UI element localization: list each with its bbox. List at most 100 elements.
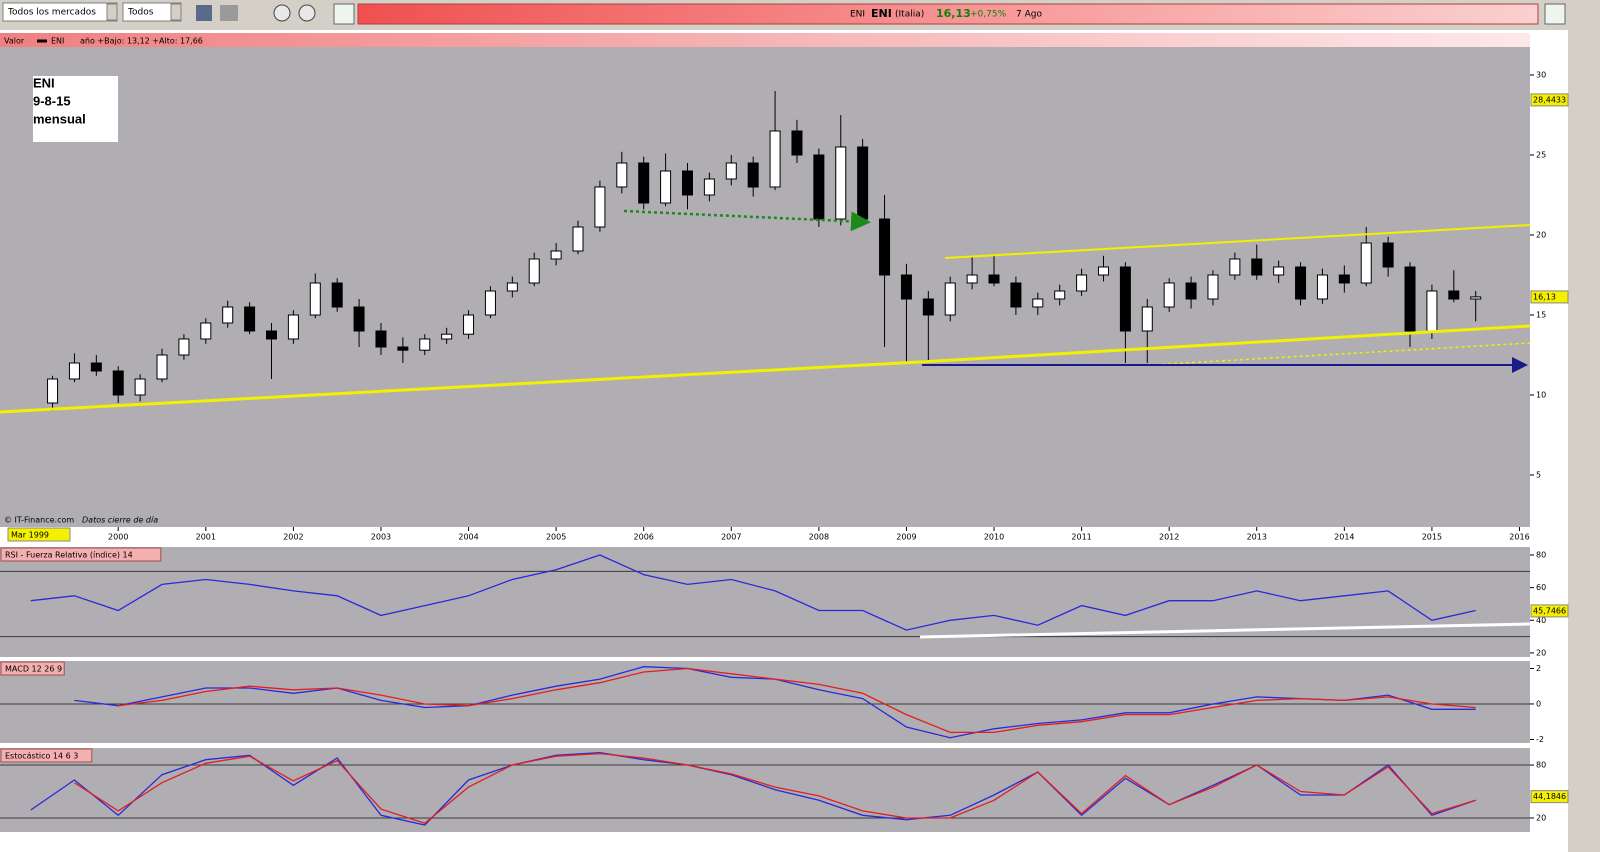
candle-body (572, 226, 584, 252)
y-tick-label: -2 (1536, 735, 1544, 744)
x-tick-label: 2010 (984, 533, 1004, 542)
y-tick-label: 0 (1536, 699, 1541, 708)
candle-body (1229, 258, 1241, 276)
value-marker-label: 44,1846 (1533, 792, 1566, 801)
candle-body (90, 362, 102, 372)
panel-title-tag (0, 547, 162, 562)
chart-button[interactable] (333, 3, 355, 25)
drawings (0, 209, 1531, 639)
candle-body (353, 306, 365, 332)
y-tick-label: 15 (1536, 311, 1546, 320)
cursor-date-box (7, 527, 71, 542)
candle-body (134, 378, 146, 396)
x-tick-label: 2002 (283, 533, 303, 542)
candle-body (1382, 242, 1394, 268)
x-tick-label: 2003 (371, 533, 391, 542)
y-tick-label: 25 (1536, 151, 1546, 160)
y-tick-label: 80 (1536, 550, 1546, 559)
candle-body (835, 146, 847, 220)
x-tick-label: 2014 (1334, 533, 1354, 542)
y-tick-label: 20 (1536, 231, 1546, 240)
dropdown-button[interactable] (106, 3, 118, 21)
value-marker (1530, 790, 1569, 804)
annotation-line: 9-8-15 (33, 93, 71, 108)
candle-body (1426, 290, 1438, 332)
value-marker (1530, 290, 1569, 304)
x-tick-label: 2015 (1422, 533, 1442, 542)
filter-select-text: Todos (127, 8, 154, 18)
y-tick-label: 30 (1536, 71, 1546, 80)
x-tick-label: 2016 (1509, 533, 1529, 542)
chart-button[interactable] (1544, 3, 1566, 25)
annotation-line: mensual (33, 111, 86, 126)
candle-body (1360, 242, 1372, 284)
panel-title-tag (0, 748, 93, 763)
candle-body (1054, 290, 1066, 300)
annotation-box (33, 76, 118, 142)
candle-body (944, 282, 956, 316)
dropdown-button[interactable] (170, 3, 182, 21)
candle-body (703, 178, 715, 196)
panel-title-tag (0, 661, 65, 676)
x-tick-label: 2008 (809, 533, 829, 542)
value-marker-label: 16,13 (1533, 292, 1556, 301)
cursor-date: Mar 1999 (11, 531, 49, 540)
candle-body (156, 354, 168, 380)
quote-bar (357, 3, 1539, 25)
print-button[interactable] (220, 5, 238, 21)
x-tick-label: 2011 (1071, 533, 1091, 542)
candle-body (1273, 266, 1285, 276)
candle-body (441, 333, 453, 340)
candle-body (813, 154, 825, 220)
candle-body (1295, 266, 1307, 300)
candle-body (879, 218, 891, 276)
value-marker-label: 45,7466 (1533, 606, 1566, 615)
x-tick-label: 2007 (721, 533, 741, 542)
candle-body (506, 282, 518, 292)
candle-body (309, 282, 321, 316)
value-marker (1530, 604, 1569, 618)
x-tick-label: 2009 (896, 533, 916, 542)
candle-body (1032, 298, 1044, 308)
candle-body (1010, 282, 1022, 308)
candle-body (900, 274, 912, 300)
candle-body (1338, 274, 1350, 284)
candle-body (463, 314, 475, 335)
indicator-line (118, 667, 1476, 734)
candle-body (200, 322, 212, 340)
candle-body (1207, 274, 1219, 300)
trend-line (919, 324, 1531, 364)
help-button[interactable] (273, 4, 291, 22)
y-tick-label: 20 (1536, 648, 1546, 657)
candle-body (68, 362, 80, 380)
macd-panel (0, 661, 1530, 743)
candle-body (528, 258, 540, 284)
candle-body (550, 250, 562, 260)
candle-body (638, 162, 650, 204)
candle-body (660, 170, 672, 204)
scroll-area (1568, 30, 1600, 852)
info-button[interactable] (298, 4, 316, 22)
annotation-line: ENI (33, 75, 55, 90)
source: © IT-Finance.com (4, 516, 74, 525)
x-tick-label: 2001 (196, 533, 216, 542)
y-tick-label: 5 (1536, 471, 1541, 480)
y-tick-label: 80 (1536, 761, 1546, 770)
candle-body (419, 338, 431, 351)
source-note: Datos cierre de día (82, 516, 158, 525)
trend-arrow (623, 209, 871, 232)
quote-name: ENI (850, 10, 865, 20)
candle-body (1251, 258, 1263, 276)
y-tick-label: 40 (1536, 616, 1546, 625)
quote-country: (Italia) (895, 10, 924, 20)
candle-body (616, 162, 628, 188)
candle-body (1141, 306, 1153, 332)
trend-line (0, 360, 921, 414)
x-tick-label: 2006 (634, 533, 654, 542)
save-button[interactable] (196, 5, 212, 21)
candle-body (747, 162, 759, 188)
candle-body (988, 274, 1000, 284)
candle-body (484, 290, 496, 316)
y-tick-label: 10 (1536, 391, 1546, 400)
